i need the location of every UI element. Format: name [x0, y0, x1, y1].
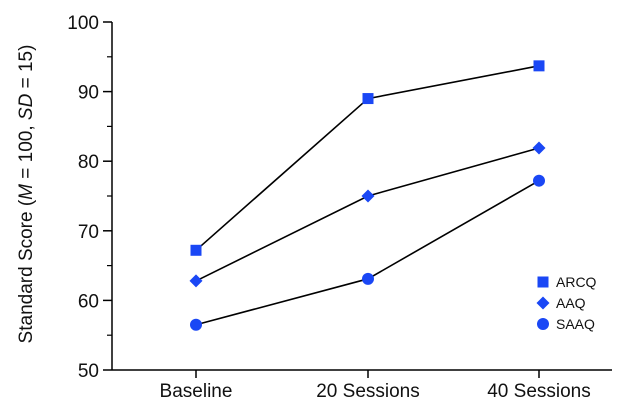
legend-marker-aaq	[536, 296, 550, 310]
y-axis-title-part: Standard Score (	[16, 199, 37, 343]
x-tick-label: Baseline	[160, 381, 233, 402]
y-tick-label: 50	[78, 361, 99, 382]
y-tick-label: 80	[78, 152, 99, 173]
y-axis-title-part: M	[16, 184, 37, 200]
data-point-saaq	[533, 174, 545, 187]
x-tick-label: 40 Sessions	[487, 381, 591, 402]
legend-marker-arcq	[537, 276, 549, 288]
y-tick-label: 70	[78, 222, 99, 243]
series-line-aaq	[195, 147, 540, 282]
y-tick-label: 90	[78, 83, 99, 104]
legend-label-saaq: SAAQ	[556, 316, 595, 332]
y-axis-title-part: = 15)	[16, 45, 37, 94]
data-point-aaq	[189, 274, 203, 288]
data-point-arcq	[533, 60, 545, 72]
data-point-arcq	[190, 244, 202, 256]
data-point-aaq	[532, 141, 546, 155]
legend-label-aaq: AAQ	[556, 295, 586, 311]
y-axis-title: Standard Score (M = 100, SD = 15)	[16, 45, 37, 344]
axes-layer: 50 60 70 80 90 100 Baseline 20 Sessions 40 Sessi…	[16, 13, 612, 402]
legend: ARCQ AAQ SAAQ	[536, 274, 597, 332]
y-axis-title-part: = 100,	[16, 120, 37, 184]
data-point-saaq	[190, 318, 202, 331]
series-line-saaq	[195, 179, 540, 326]
y-tick-label: 60	[78, 291, 99, 312]
data-point-saaq	[362, 272, 374, 285]
legend-label-arcq: ARCQ	[556, 274, 597, 290]
data-point-arcq	[362, 93, 374, 105]
markers-layer	[189, 60, 546, 331]
data-point-aaq	[361, 189, 375, 203]
legend-marker-saaq	[537, 318, 549, 330]
y-tick-label: 100	[67, 13, 99, 34]
x-tick-label: 20 Sessions	[316, 381, 420, 402]
y-axis-title-part: SD	[16, 93, 37, 120]
